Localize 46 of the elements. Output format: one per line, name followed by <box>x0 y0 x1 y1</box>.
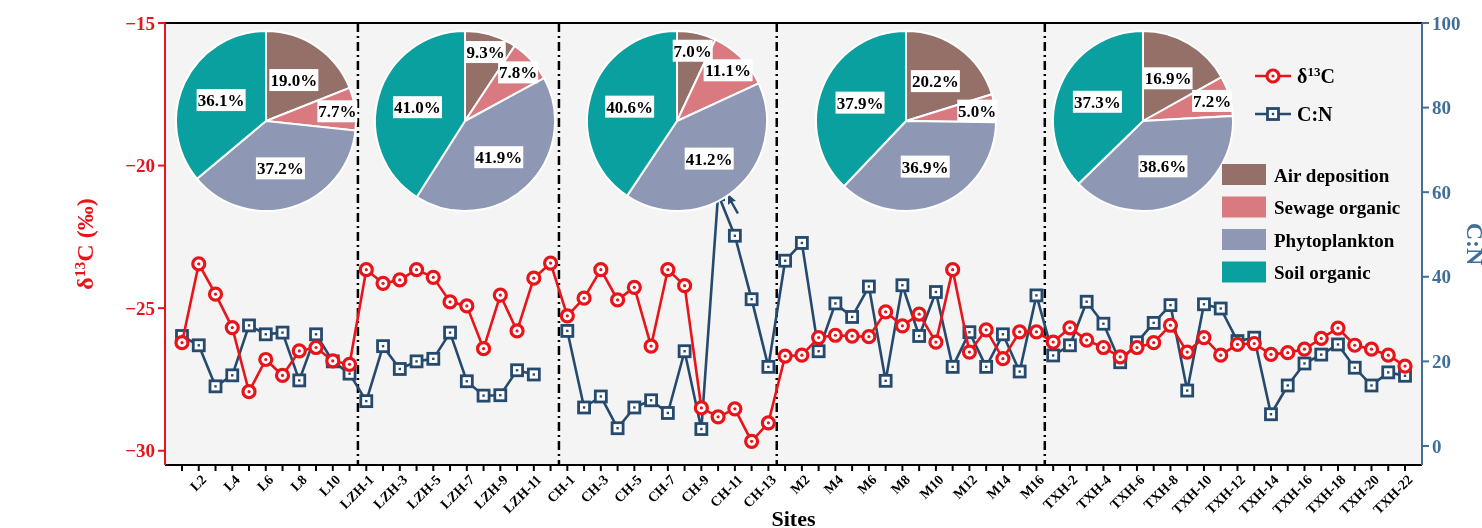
data-label: 36.9% <box>901 157 949 177</box>
x-axis-title: Sites <box>771 506 816 528</box>
y-tick-label: −20 <box>125 155 155 177</box>
data-label: 7.8% <box>498 63 538 83</box>
y2-tick-label: 20 <box>1432 351 1451 373</box>
y2-tick-label: 40 <box>1432 266 1451 288</box>
x-tick-label: L10 <box>316 471 344 500</box>
data-label: 7.2% <box>1193 91 1232 111</box>
x-tick-label: L8 <box>287 471 310 495</box>
y2-tick-label: 0 <box>1432 435 1442 457</box>
data-label: 7.7% <box>318 102 357 122</box>
x-tick-label: L4 <box>220 471 243 495</box>
data-label: 19.0% <box>270 71 318 91</box>
legend-label: Air deposition <box>1274 164 1390 186</box>
x-tick-label: M4 <box>821 471 846 497</box>
x-tick-label: M6 <box>854 471 880 497</box>
data-label: 38.6% <box>1139 157 1187 177</box>
data-label: 9.3% <box>466 43 505 62</box>
y2-tick-label: 80 <box>1432 97 1451 119</box>
data-label: 37.3% <box>1074 92 1121 112</box>
legend-label: δ$^{13}$C <box>1297 63 1335 87</box>
data-label: 40.6% <box>606 97 653 117</box>
legend-label: C:N <box>1297 103 1334 125</box>
data-label: 5.0% <box>958 101 997 121</box>
legend-label: Sewage organic <box>1274 197 1401 219</box>
data-label: 20.2% <box>911 72 959 92</box>
x-tick-label: L2 <box>187 471 210 495</box>
y-tick-label: −30 <box>125 440 155 462</box>
data-label: 11.1% <box>705 61 752 81</box>
y-tick-label: −15 <box>125 12 155 34</box>
data-label: 37.2% <box>257 159 304 179</box>
legend-label: Phytoplankton <box>1274 229 1395 251</box>
data-label: 7.0% <box>673 41 712 61</box>
x-tick-label: M8 <box>888 471 913 497</box>
data-label: 37.9% <box>836 93 884 113</box>
x-tick-label: M2 <box>787 471 813 497</box>
data-label: 16.9% <box>1144 69 1192 89</box>
data-label: 36.1% <box>197 91 245 111</box>
data-label: 41.2% <box>685 149 733 169</box>
y-tick-label: −25 <box>125 297 155 319</box>
x-tick-label: L6 <box>254 471 277 495</box>
y2-tick-label: 60 <box>1432 181 1451 203</box>
legend-label: Soil organic <box>1274 262 1371 284</box>
y2-tick-label: 100 <box>1432 12 1461 34</box>
data-label: 41.0% <box>394 98 441 118</box>
data-label: 41.9% <box>475 148 523 168</box>
